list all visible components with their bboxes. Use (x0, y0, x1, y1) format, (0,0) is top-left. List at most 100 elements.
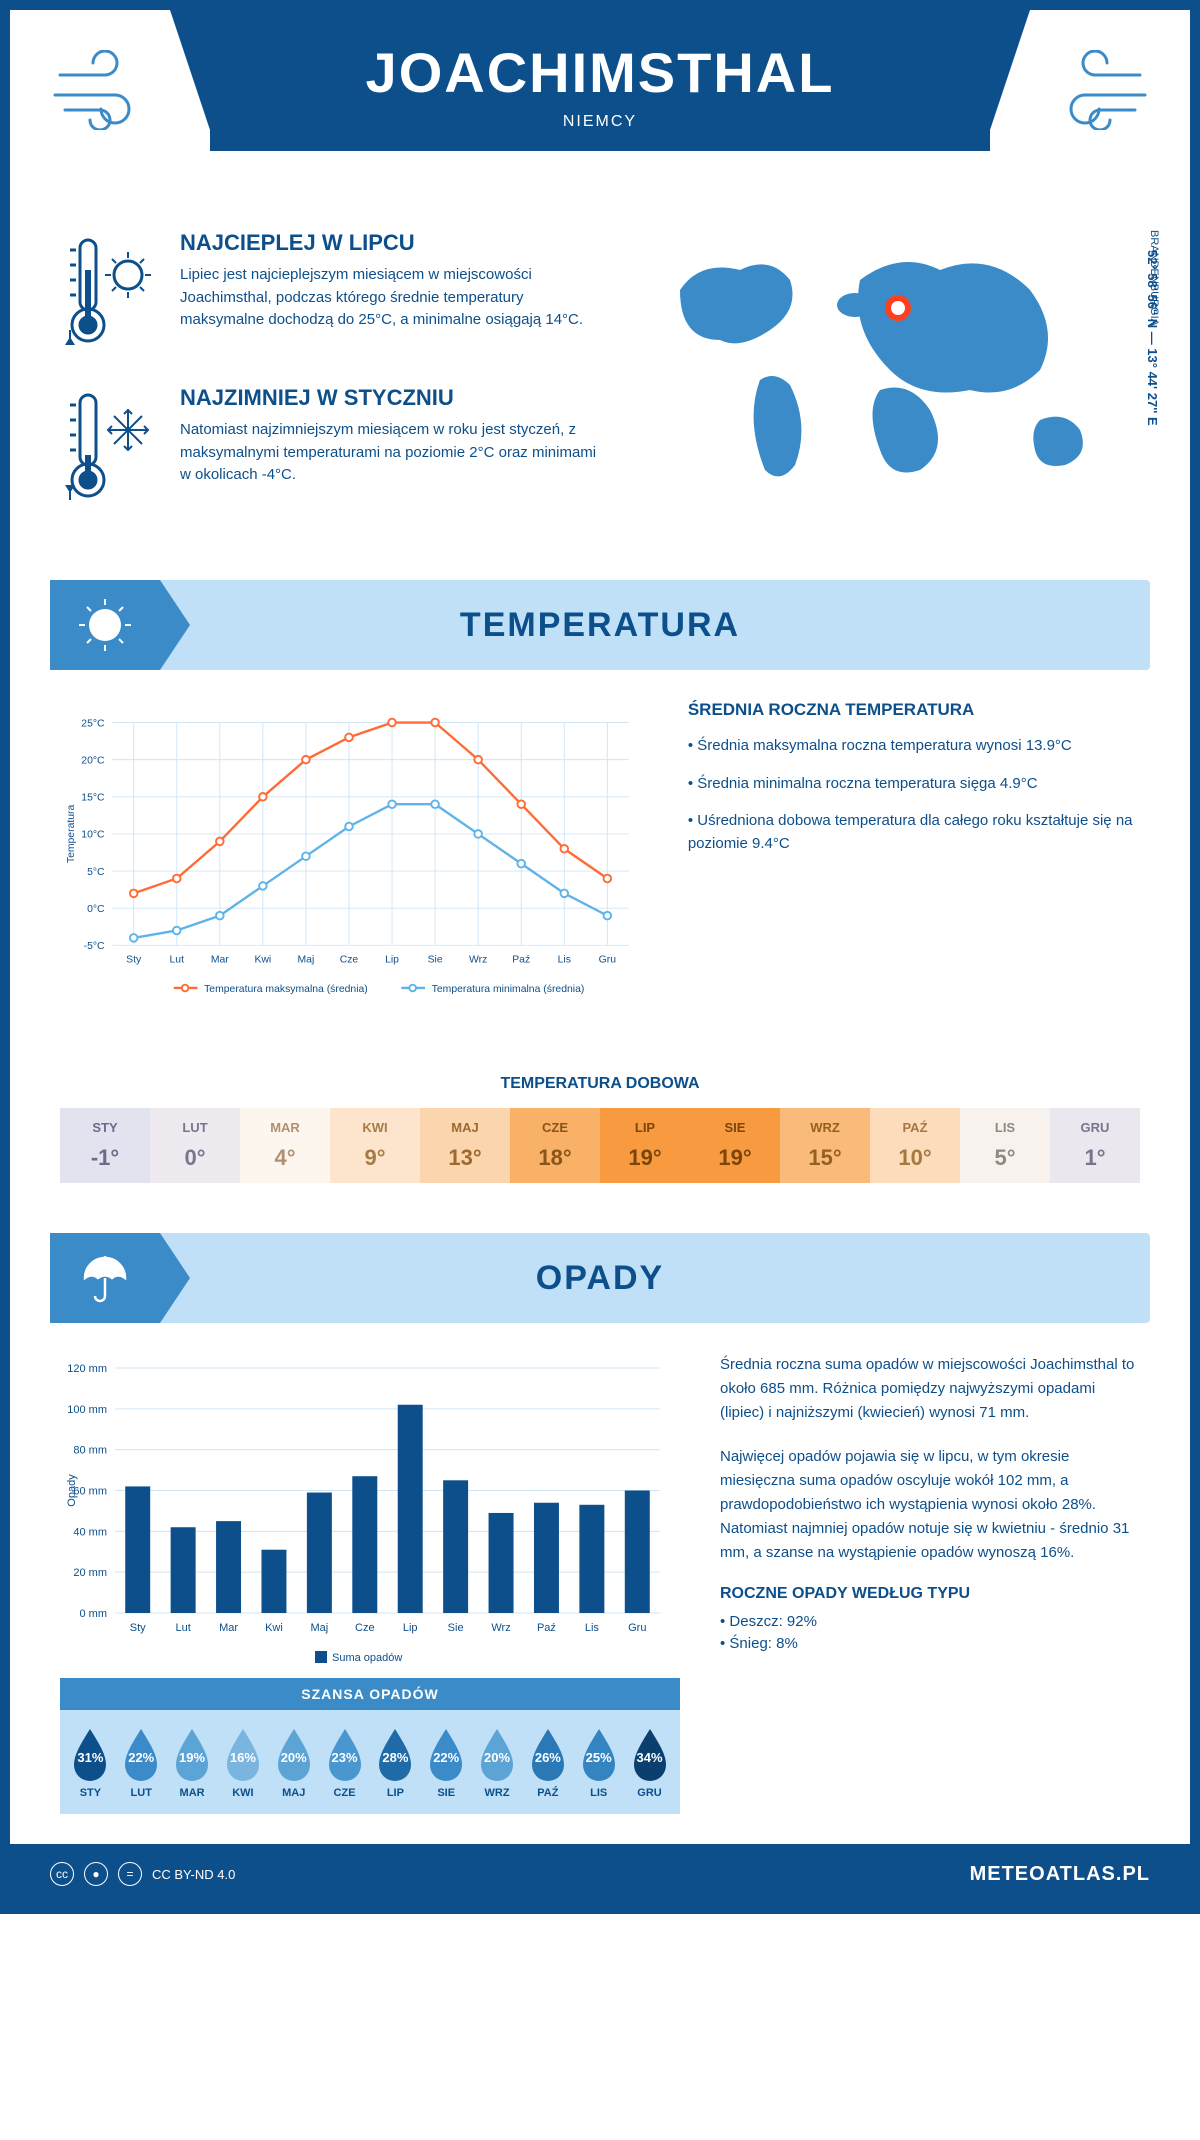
svg-text:Paź: Paź (537, 1622, 556, 1634)
coldest-block: NAJZIMNIEJ W STYCZNIU Natomiast najzimni… (60, 385, 600, 510)
temp-value: 10° (870, 1145, 960, 1171)
daily-temp-cell: LIS5° (960, 1108, 1050, 1183)
month-label: GRU (1050, 1120, 1140, 1135)
month-label: PAŹ (522, 1787, 573, 1799)
chance-cell: 22%LUT (116, 1725, 167, 1799)
daily-temp-cell: SIE19° (690, 1108, 780, 1183)
warmest-title: NAJCIEPLEJ W LIPCU (180, 230, 600, 256)
summary-bullet: • Średnia minimalna roczna temperatura s… (688, 773, 1140, 796)
daily-temp-cell: GRU 1° (1050, 1108, 1140, 1183)
temp-value: 1° (1050, 1145, 1140, 1171)
chance-cell: 20% WRZ (472, 1725, 523, 1799)
svg-text:10°C: 10°C (81, 830, 105, 841)
month-label: CZE (510, 1120, 600, 1135)
umbrella-icon (50, 1233, 160, 1323)
svg-text:100 mm: 100 mm (67, 1404, 107, 1416)
precipitation-chance-table: SZANSA OPADÓW 31%STY22%LUT19%MAR16%KWI20… (60, 1678, 680, 1814)
precipitation-chart: 0 mm20 mm40 mm60 mm80 mm100 mm120 mmStyL… (60, 1353, 680, 1673)
svg-text:Lip: Lip (403, 1622, 418, 1634)
header: JOACHIMSTHAL NIEMCY (10, 10, 1190, 210)
daily-temp-title: TEMPERATURA DOBOWA (10, 1075, 1190, 1093)
svg-text:Wrz: Wrz (491, 1622, 510, 1634)
svg-text:Kwi: Kwi (254, 954, 271, 965)
svg-text:20 mm: 20 mm (73, 1567, 107, 1579)
chance-cell: 22%SIE (421, 1725, 472, 1799)
temperature-content: -5°C0°C5°C10°C15°C20°C25°CStyLutMarKwiMa… (10, 700, 1190, 1055)
thermometer-cold-icon (60, 385, 160, 510)
month-label: LIS (573, 1787, 624, 1799)
summary-bullet: • Uśredniona dobowa temperatura dla całe… (688, 810, 1140, 855)
month-label: GRU (624, 1787, 675, 1799)
section-title: TEMPERATURA (460, 606, 740, 645)
daily-temp-cell: KWI9° (330, 1108, 420, 1183)
by-icon: ● (84, 1862, 108, 1886)
month-label: SIE (421, 1787, 472, 1799)
svg-text:Sie: Sie (428, 954, 443, 965)
svg-text:Paź: Paź (512, 954, 530, 965)
daily-temp-cell: LUT 0° (150, 1108, 240, 1183)
svg-text:5°C: 5°C (87, 867, 105, 878)
svg-text:Sty: Sty (126, 954, 142, 965)
month-label: WRZ (472, 1787, 523, 1799)
raindrop-icon: 26% (526, 1725, 570, 1781)
precipitation-summary: Średnia roczna suma opadów w miejscowośc… (720, 1353, 1140, 1814)
precipitation-section-header: OPADY (50, 1233, 1150, 1323)
temp-value: 9° (330, 1145, 420, 1171)
coordinates-label: 52° 58' 56'' N — 13° 44' 27'' E (1145, 250, 1160, 426)
chance-cell: 25% LIS (573, 1725, 624, 1799)
chance-cell: 28%LIP (370, 1725, 421, 1799)
svg-text:Lip: Lip (385, 954, 399, 965)
section-title: OPADY (536, 1259, 664, 1298)
temp-value: 0° (150, 1145, 240, 1171)
wind-icon (50, 50, 150, 149)
precipitation-types: ROCZNE OPADY WEDŁUG TYPU • Deszcz: 92%• … (720, 1585, 1140, 1652)
svg-text:25°C: 25°C (81, 718, 105, 729)
daily-temp-cell: CZE 18° (510, 1108, 600, 1183)
raindrop-icon: 25% (577, 1725, 621, 1781)
daily-temp-cell: MAR4° (240, 1108, 330, 1183)
coldest-title: NAJZIMNIEJ W STYCZNIU (180, 385, 600, 411)
svg-text:Sty: Sty (130, 1622, 146, 1634)
daily-temp-cell: PAŹ10° (870, 1108, 960, 1183)
raindrop-icon: 20% (475, 1725, 519, 1781)
chance-cell: 34% GRU (624, 1725, 675, 1799)
temp-value: 19° (690, 1145, 780, 1171)
month-label: KWI (217, 1787, 268, 1799)
temp-value: 13° (420, 1145, 510, 1171)
intro-text-column: NAJCIEPLEJ W LIPCU Lipiec jest najcieple… (60, 230, 600, 540)
svg-text:15°C: 15°C (81, 793, 105, 804)
raindrop-icon: 34% (628, 1725, 672, 1781)
infographic-page: JOACHIMSTHAL NIEMCY NAJCIEPLEJ W LIPCU L… (0, 0, 1200, 1914)
month-label: MAR (240, 1120, 330, 1135)
chance-cell: 20%MAJ (268, 1725, 319, 1799)
coldest-text: Natomiast najzimniejszym miesiącem w rok… (180, 419, 600, 487)
precipitation-content: 0 mm20 mm40 mm60 mm80 mm100 mm120 mmStyL… (10, 1353, 1190, 1844)
svg-text:Gru: Gru (599, 954, 617, 965)
license-text: CC BY-ND 4.0 (152, 1867, 235, 1882)
svg-text:Suma opadów: Suma opadów (332, 1652, 402, 1664)
license-block: cc ● = CC BY-ND 4.0 (50, 1862, 235, 1886)
svg-text:0°C: 0°C (87, 904, 105, 915)
svg-text:Temperatura maksymalna (średni: Temperatura maksymalna (średnia) (204, 984, 368, 995)
daily-temp-table: STY-1°LUT0°MAR4°KWI9°MAJ13°CZE18°LIP19°S… (60, 1108, 1140, 1183)
precip-type-item: • Śnieg: 8% (720, 1635, 1140, 1652)
city-name: JOACHIMSTHAL (210, 40, 990, 105)
temp-value: 5° (960, 1145, 1050, 1171)
chance-cell: 19%MAR (167, 1725, 218, 1799)
precipitation-left: 0 mm20 mm40 mm60 mm80 mm100 mm120 mmStyL… (60, 1353, 680, 1814)
svg-text:Lut: Lut (170, 954, 185, 965)
raindrop-icon: 23% (323, 1725, 367, 1781)
intro-section: NAJCIEPLEJ W LIPCU Lipiec jest najcieple… (10, 210, 1190, 580)
temp-value: 18° (510, 1145, 600, 1171)
raindrop-icon: 20% (272, 1725, 316, 1781)
svg-text:-5°C: -5°C (84, 941, 105, 952)
svg-text:Gru: Gru (628, 1622, 646, 1634)
temperature-summary: ŚREDNIA ROCZNA TEMPERATURA • Średnia mak… (688, 700, 1140, 1025)
site-name: METEOATLAS.PL (970, 1863, 1150, 1886)
daily-temp-cell: MAJ13° (420, 1108, 510, 1183)
month-label: STY (65, 1787, 116, 1799)
month-label: LIP (370, 1787, 421, 1799)
month-label: LUT (150, 1120, 240, 1135)
sun-icon (50, 580, 160, 670)
svg-text:Sie: Sie (448, 1622, 464, 1634)
